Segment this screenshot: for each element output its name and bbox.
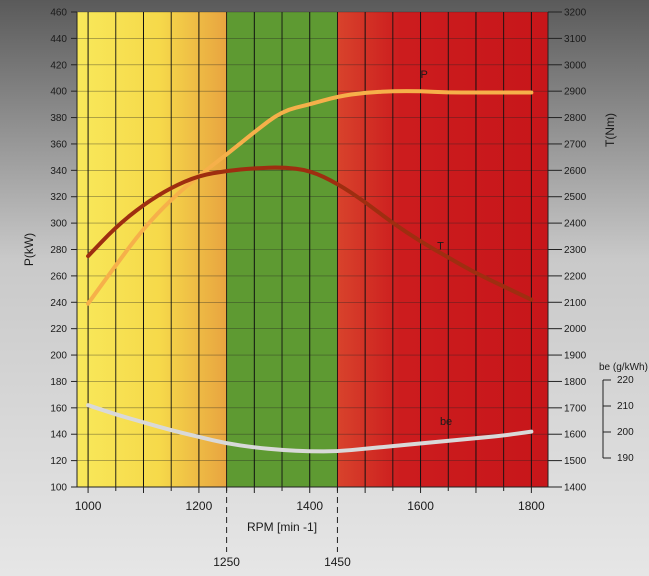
bottom-axis-tick-label: 1600 — [407, 499, 434, 513]
left-axis-tick-label: 140 — [50, 430, 67, 441]
right-axis-tick-label: 1700 — [564, 403, 587, 414]
right-axis-tick-label: 1800 — [564, 377, 587, 388]
x-axis-title: RPM [min -1] — [247, 520, 317, 534]
zone-marker-label: 1450 — [324, 555, 351, 569]
left-axis-tick-label: 460 — [50, 8, 67, 19]
right-axis-tick-label: 2800 — [564, 113, 587, 124]
left-axis-tick-label: 420 — [50, 60, 67, 71]
right-axis-tick-label: 2500 — [564, 192, 587, 203]
right-axis-tick-label: 1400 — [564, 483, 587, 494]
left-axis-title: P(kW) — [22, 233, 36, 266]
series-label-P: P — [421, 69, 428, 81]
right-axis-title: T(Nm) — [603, 113, 617, 147]
left-axis-tick-label: 100 — [50, 483, 67, 494]
series-label-be: be — [440, 416, 452, 428]
series-be-line — [86, 403, 534, 454]
bottom-axis-tick-label: 1800 — [518, 499, 545, 513]
right-axis-tick-label: 1500 — [564, 456, 587, 467]
bottom-axis-tick-label: 1000 — [75, 499, 102, 513]
right-axis-tick-label: 2900 — [564, 87, 587, 98]
right-axis-tick-label: 1600 — [564, 430, 587, 441]
zone-marker-label: 1250 — [213, 555, 240, 569]
right-axis-tick-label: 3200 — [564, 8, 587, 19]
left-axis-tick-label: 440 — [50, 34, 67, 45]
left-axis-tick-label: 180 — [50, 377, 67, 388]
right-axis-tick-label: 3100 — [564, 34, 587, 45]
be-axis-tick-label: 190 — [617, 453, 634, 464]
right-axis-tick-label: 2100 — [564, 298, 587, 309]
right-axis-tick-label: 2200 — [564, 271, 587, 282]
right-axis-tick-label: 2700 — [564, 139, 587, 150]
be-axis-tick-label: 220 — [617, 375, 634, 386]
right-axis-tick-label: 2000 — [564, 324, 587, 335]
bottom-axis-tick-label: 1400 — [296, 499, 323, 513]
series-P-line — [86, 89, 534, 306]
right-axis-tick-label: 1900 — [564, 351, 587, 362]
left-axis-tick-label: 240 — [50, 298, 67, 309]
bottom-axis-tick-label: 1200 — [186, 499, 213, 513]
series-layer: P Tbe — [86, 69, 534, 454]
left-axis-tick-label: 220 — [50, 324, 67, 335]
left-axis-tick-label: 340 — [50, 166, 67, 177]
left-axis-tick-label: 380 — [50, 113, 67, 124]
right-axis-tick-label: 2300 — [564, 245, 587, 256]
left-axis-tick-label: 200 — [50, 351, 67, 362]
be-axis-tick-label: 200 — [617, 427, 634, 438]
right-axis-tick-label: 3000 — [564, 60, 587, 71]
left-axis-tick-label: 320 — [50, 192, 67, 203]
left-axis-tick-label: 260 — [50, 271, 67, 282]
axes-layer: 100 120 140 160 180 200 220 240 260 280 300 320 340 3… — [22, 8, 648, 570]
left-axis-tick-label: 120 — [50, 456, 67, 467]
be-axis-title: be (g/kWh) — [599, 362, 648, 373]
left-axis-tick-label: 160 — [50, 403, 67, 414]
left-axis-tick-label: 300 — [50, 219, 67, 230]
left-axis-tick-label: 280 — [50, 245, 67, 256]
series-label-T: T — [437, 241, 444, 253]
be-axis-tick-label: 210 — [617, 401, 634, 412]
right-axis-tick-label: 2600 — [564, 166, 587, 177]
series-T-line — [86, 165, 534, 302]
left-axis-tick-label: 400 — [50, 87, 67, 98]
left-axis-tick-label: 360 — [50, 139, 67, 150]
right-axis-tick-label: 2400 — [564, 219, 587, 230]
